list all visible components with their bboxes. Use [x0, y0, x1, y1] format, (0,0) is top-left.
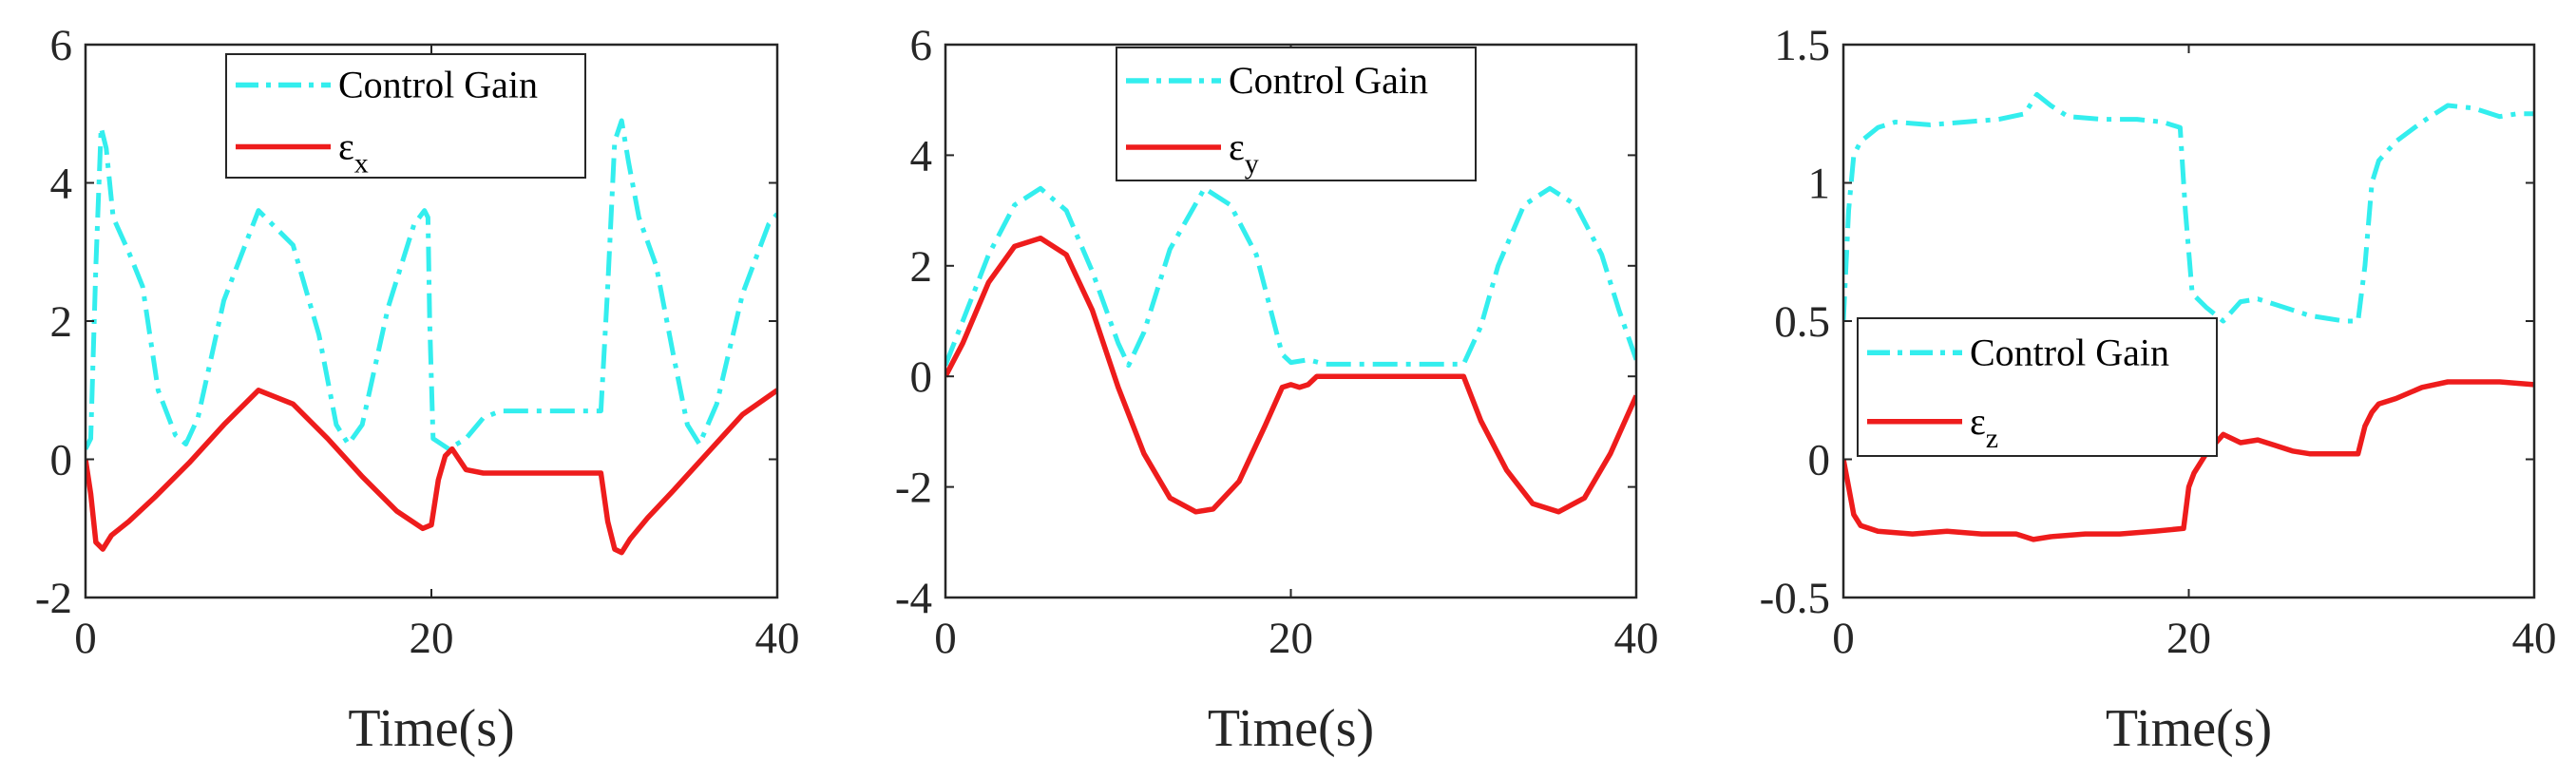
legend-label-error: εx: [338, 125, 369, 180]
y-tick-label: -4: [895, 574, 932, 623]
legend-label-text: Control Gain: [338, 64, 538, 106]
legend-box: [225, 53, 586, 179]
x-axis-label: Time(s): [1208, 699, 1374, 758]
legend-label-text: ε: [338, 125, 354, 168]
legend: Control Gain εz: [1857, 317, 2218, 457]
legend: Control Gain εy: [1116, 47, 1477, 181]
series-control-gain-1: [86, 118, 777, 452]
series-control-gain-3: [1843, 91, 2534, 324]
x-axis-label: Time(s): [2106, 699, 2272, 758]
legend-label-error: εz: [1970, 400, 1998, 454]
y-tick-label: -0.5: [1760, 574, 1830, 623]
legend-label-error: εy: [1229, 125, 1259, 180]
x-tick-label: 0: [74, 614, 97, 663]
legend-label-control-gain: Control Gain: [1229, 59, 1428, 102]
legend-label-control-gain: Control Gain: [1970, 331, 2169, 373]
x-tick-label: 40: [1614, 614, 1659, 663]
y-tick-label: -2: [35, 574, 72, 623]
legend-label-subscript: x: [354, 148, 369, 180]
legend-label-text: ε: [1229, 125, 1245, 168]
legend-label-text: Control Gain: [1970, 331, 2169, 373]
legend-box: [1116, 47, 1477, 181]
chart-panel-2: 0 20 40 -4 -2 0 2 4 6 Time(s) Control Gain εy: [895, 21, 1659, 758]
legend-label-text: ε: [1970, 400, 1986, 443]
x-tick-label: 0: [1832, 614, 1855, 663]
y-tick-label: 6: [50, 21, 73, 70]
y-tick-label: 2: [50, 297, 73, 347]
legend-label-subscript: z: [1986, 423, 1998, 454]
y-tick-label: 4: [50, 160, 73, 209]
x-tick-label: 40: [2512, 614, 2557, 663]
y-tick-label: 0: [1808, 436, 1831, 485]
x-tick-label: 0: [934, 614, 957, 663]
legend-box: [1857, 317, 2218, 457]
legend-label-subscript: y: [1245, 148, 1259, 180]
series-control-gain-2: [945, 185, 1636, 369]
x-axis-label: Time(s): [348, 699, 514, 758]
series-error-y: [945, 235, 1636, 515]
y-tick-label: -2: [895, 464, 932, 513]
y-tick-label: 0.5: [1774, 297, 1830, 347]
y-tick-label: 2: [910, 242, 933, 292]
y-tick-label: 6: [910, 21, 933, 70]
y-tick-label: 4: [910, 131, 933, 180]
series-error-x: [86, 388, 777, 556]
x-tick-label: 40: [755, 614, 800, 663]
legend-label-control-gain: Control Gain: [338, 64, 538, 106]
x-tick-label: 20: [410, 614, 454, 663]
y-tick-label: 0: [910, 352, 933, 402]
x-tick-label: 20: [2166, 614, 2211, 663]
legend: Control Gain εx: [225, 53, 586, 180]
y-tick-label: 1.5: [1774, 21, 1830, 70]
y-tick-label: 1: [1808, 160, 1831, 209]
y-tick-label: 0: [50, 436, 73, 485]
legend-label-text: Control Gain: [1229, 59, 1428, 102]
x-tick-label: 20: [1269, 614, 1313, 663]
